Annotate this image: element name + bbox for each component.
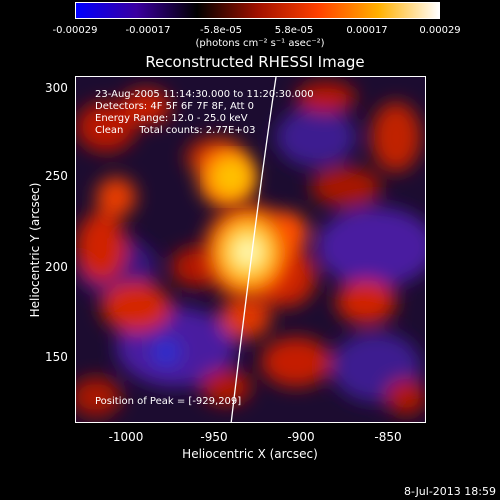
y-tick-label: 300	[45, 81, 68, 95]
colorbar-tick: -5.8e-05	[200, 25, 242, 36]
x-axis-label: Heliocentric X (arcsec)	[182, 447, 318, 461]
y-tick-label: 250	[45, 169, 68, 183]
colorbar-tick: 0.00029	[419, 25, 461, 36]
info-detectors: Detectors: 4F 5F 6F 7F 8F, Att 0	[95, 101, 255, 112]
solar-limb-line	[230, 77, 277, 422]
peak-source	[200, 200, 296, 304]
colorbar-tick: -0.00029	[52, 25, 98, 36]
info-clean-counts: Clean Total counts: 2.77E+03	[95, 125, 256, 136]
y-axis-label: Heliocentric Y (arcsec)	[28, 182, 42, 318]
x-tick-label: -900	[287, 430, 315, 444]
x-tick-label: -850	[374, 430, 402, 444]
y-tick-label: 200	[45, 260, 68, 274]
info-energy-range: Energy Range: 12.0 - 25.0 keV	[95, 113, 248, 124]
y-tick-label: 150	[45, 350, 68, 364]
colorbar-tick: 5.8e-05	[274, 25, 314, 36]
peak-position-label: Position of Peak = [-929,209]	[95, 396, 242, 407]
colorbar	[75, 2, 440, 19]
info-time-range: 23-Aug-2005 11:14:30.000 to 11:20:30.000	[95, 89, 314, 100]
x-tick-label: -950	[200, 430, 228, 444]
rhessi-image-canvas	[76, 77, 425, 422]
colorbar-tick: -0.00017	[125, 25, 171, 36]
footer-date: 8-Jul-2013 18:59	[403, 485, 496, 498]
plot-title: Reconstructed RHESSI Image	[145, 53, 365, 71]
rhessi-image	[75, 76, 426, 423]
emission-blobs	[76, 82, 425, 417]
colorbar-tick: 0.00017	[346, 25, 388, 36]
x-tick-label: -1000	[108, 430, 144, 444]
colorbar-unit-label: (photons cm⁻² s⁻¹ asec⁻²)	[195, 38, 325, 49]
